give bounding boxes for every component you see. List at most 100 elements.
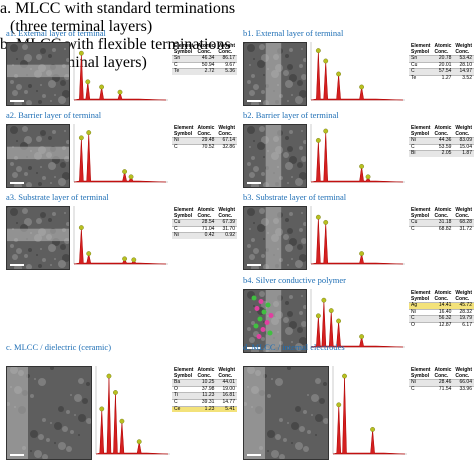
- grain: [315, 414, 323, 422]
- sem-image: [243, 366, 329, 460]
- table-cell: Ni: [409, 137, 433, 145]
- grain: [249, 64, 251, 66]
- header-line: Element: [411, 290, 431, 296]
- panel: d. MLCC / internal electrodes Element Symb…: [239, 342, 474, 464]
- grain: [62, 254, 69, 262]
- scale-bar: [247, 264, 261, 266]
- table-cell: 1.23: [195, 405, 217, 413]
- grain: [244, 125, 245, 126]
- grain: [285, 327, 293, 335]
- table-cell: 68.82: [432, 225, 454, 233]
- header-line: Conc.: [434, 372, 449, 379]
- panel: a2. Barrier layer of terminal Element Symb…: [2, 110, 237, 190]
- grain: [36, 218, 42, 224]
- grain: [48, 54, 52, 58]
- ag-mark: [251, 295, 257, 301]
- table-cell: Sn: [409, 55, 433, 63]
- table-cell: 19.79: [453, 315, 474, 323]
- table-cell: 11.23: [195, 392, 217, 400]
- table-row: Te 1.27 3.52: [409, 74, 474, 82]
- table-row: Ni 16.40 28.32: [409, 308, 474, 316]
- scale-bar: [247, 100, 261, 102]
- sem-texture: [244, 290, 306, 352]
- header-line: Conc.: [455, 295, 470, 302]
- sem-image: [6, 366, 92, 460]
- header-line: Conc.: [434, 130, 449, 137]
- grain: [295, 96, 303, 104]
- scale-bar: [10, 264, 24, 266]
- table-cell: 0.92: [216, 232, 237, 239]
- table-cell: 9.67: [216, 61, 237, 69]
- table-cell: 29.48: [195, 137, 217, 145]
- table-cell: Ni: [172, 232, 196, 239]
- peak-label: [131, 257, 137, 263]
- header-line: Symbol: [411, 295, 430, 302]
- grain: [38, 264, 42, 268]
- table-row: Cu 28.54 67.39: [172, 219, 237, 227]
- eds-table: Element Symbol Atomic Conc. Weight Conc. Ni 28.…: [409, 367, 474, 393]
- table-cell: 20.01: [432, 61, 454, 69]
- grain: [253, 140, 255, 142]
- table-cell: 83.09: [453, 137, 474, 145]
- grain: [70, 394, 72, 396]
- table-cell: 12.87: [432, 321, 454, 329]
- eds-spectrum: [310, 124, 405, 183]
- peak-label: [323, 128, 329, 134]
- grain: [267, 450, 269, 452]
- grain: [303, 446, 309, 452]
- spectrum-trace: [73, 53, 167, 101]
- grain: [297, 162, 303, 168]
- table-cell: Ba: [172, 379, 196, 387]
- table-row: Cu 20.01 28.10: [409, 61, 474, 69]
- table-cell: 16.81: [216, 392, 237, 400]
- grain: [315, 378, 321, 384]
- table-cell: 0.42: [195, 232, 217, 239]
- grain: [42, 454, 48, 459]
- grain: [58, 442, 66, 450]
- grain: [12, 254, 18, 260]
- grain: [247, 44, 255, 52]
- peak-label: [122, 256, 127, 262]
- header-line: Element: [411, 43, 431, 49]
- grain: [263, 156, 265, 158]
- header-line: Conc.: [218, 372, 233, 379]
- grain: [295, 178, 303, 186]
- grain: [289, 74, 297, 82]
- grain: [303, 140, 306, 144]
- grain: [78, 414, 86, 422]
- grain: [24, 90, 28, 94]
- grain: [10, 44, 18, 52]
- peak-label: [323, 219, 329, 225]
- peak-label: [99, 406, 105, 412]
- grain: [60, 162, 66, 168]
- header-line: Weight: [218, 125, 235, 131]
- ag-mark: [268, 313, 274, 318]
- table-cell: 31.72: [453, 225, 474, 233]
- grain: [301, 130, 303, 132]
- sem-image: [243, 289, 307, 353]
- peak-label: [336, 402, 342, 408]
- eds-table: Element Symbol Atomic Conc. Weight Conc. Ag 14.…: [409, 290, 474, 329]
- eds-table: Element Symbol Atomic Conc. Weight Conc. Sn 20.…: [409, 43, 474, 82]
- grain: [287, 264, 289, 266]
- sem-image: [6, 206, 70, 270]
- table-cell: C: [409, 315, 433, 323]
- grain: [287, 64, 293, 70]
- table-cell: C: [172, 143, 196, 151]
- grain: [60, 80, 66, 86]
- grain: [28, 248, 32, 252]
- grain: [66, 58, 69, 62]
- grain: [257, 142, 265, 150]
- layer-band: [265, 43, 282, 105]
- header-cell: Atomic Conc.: [432, 290, 453, 303]
- header-cell: Element Symbol: [172, 125, 195, 138]
- grain: [287, 182, 289, 184]
- grain: [253, 222, 255, 224]
- grain: [287, 100, 289, 102]
- header-cell: Element Symbol: [409, 367, 432, 380]
- grain: [48, 218, 52, 222]
- grain: [247, 327, 251, 331]
- sem-texture: [244, 125, 306, 187]
- panel: a3. Substrate layer of terminal Element Sy…: [2, 192, 237, 272]
- grain: [36, 54, 42, 60]
